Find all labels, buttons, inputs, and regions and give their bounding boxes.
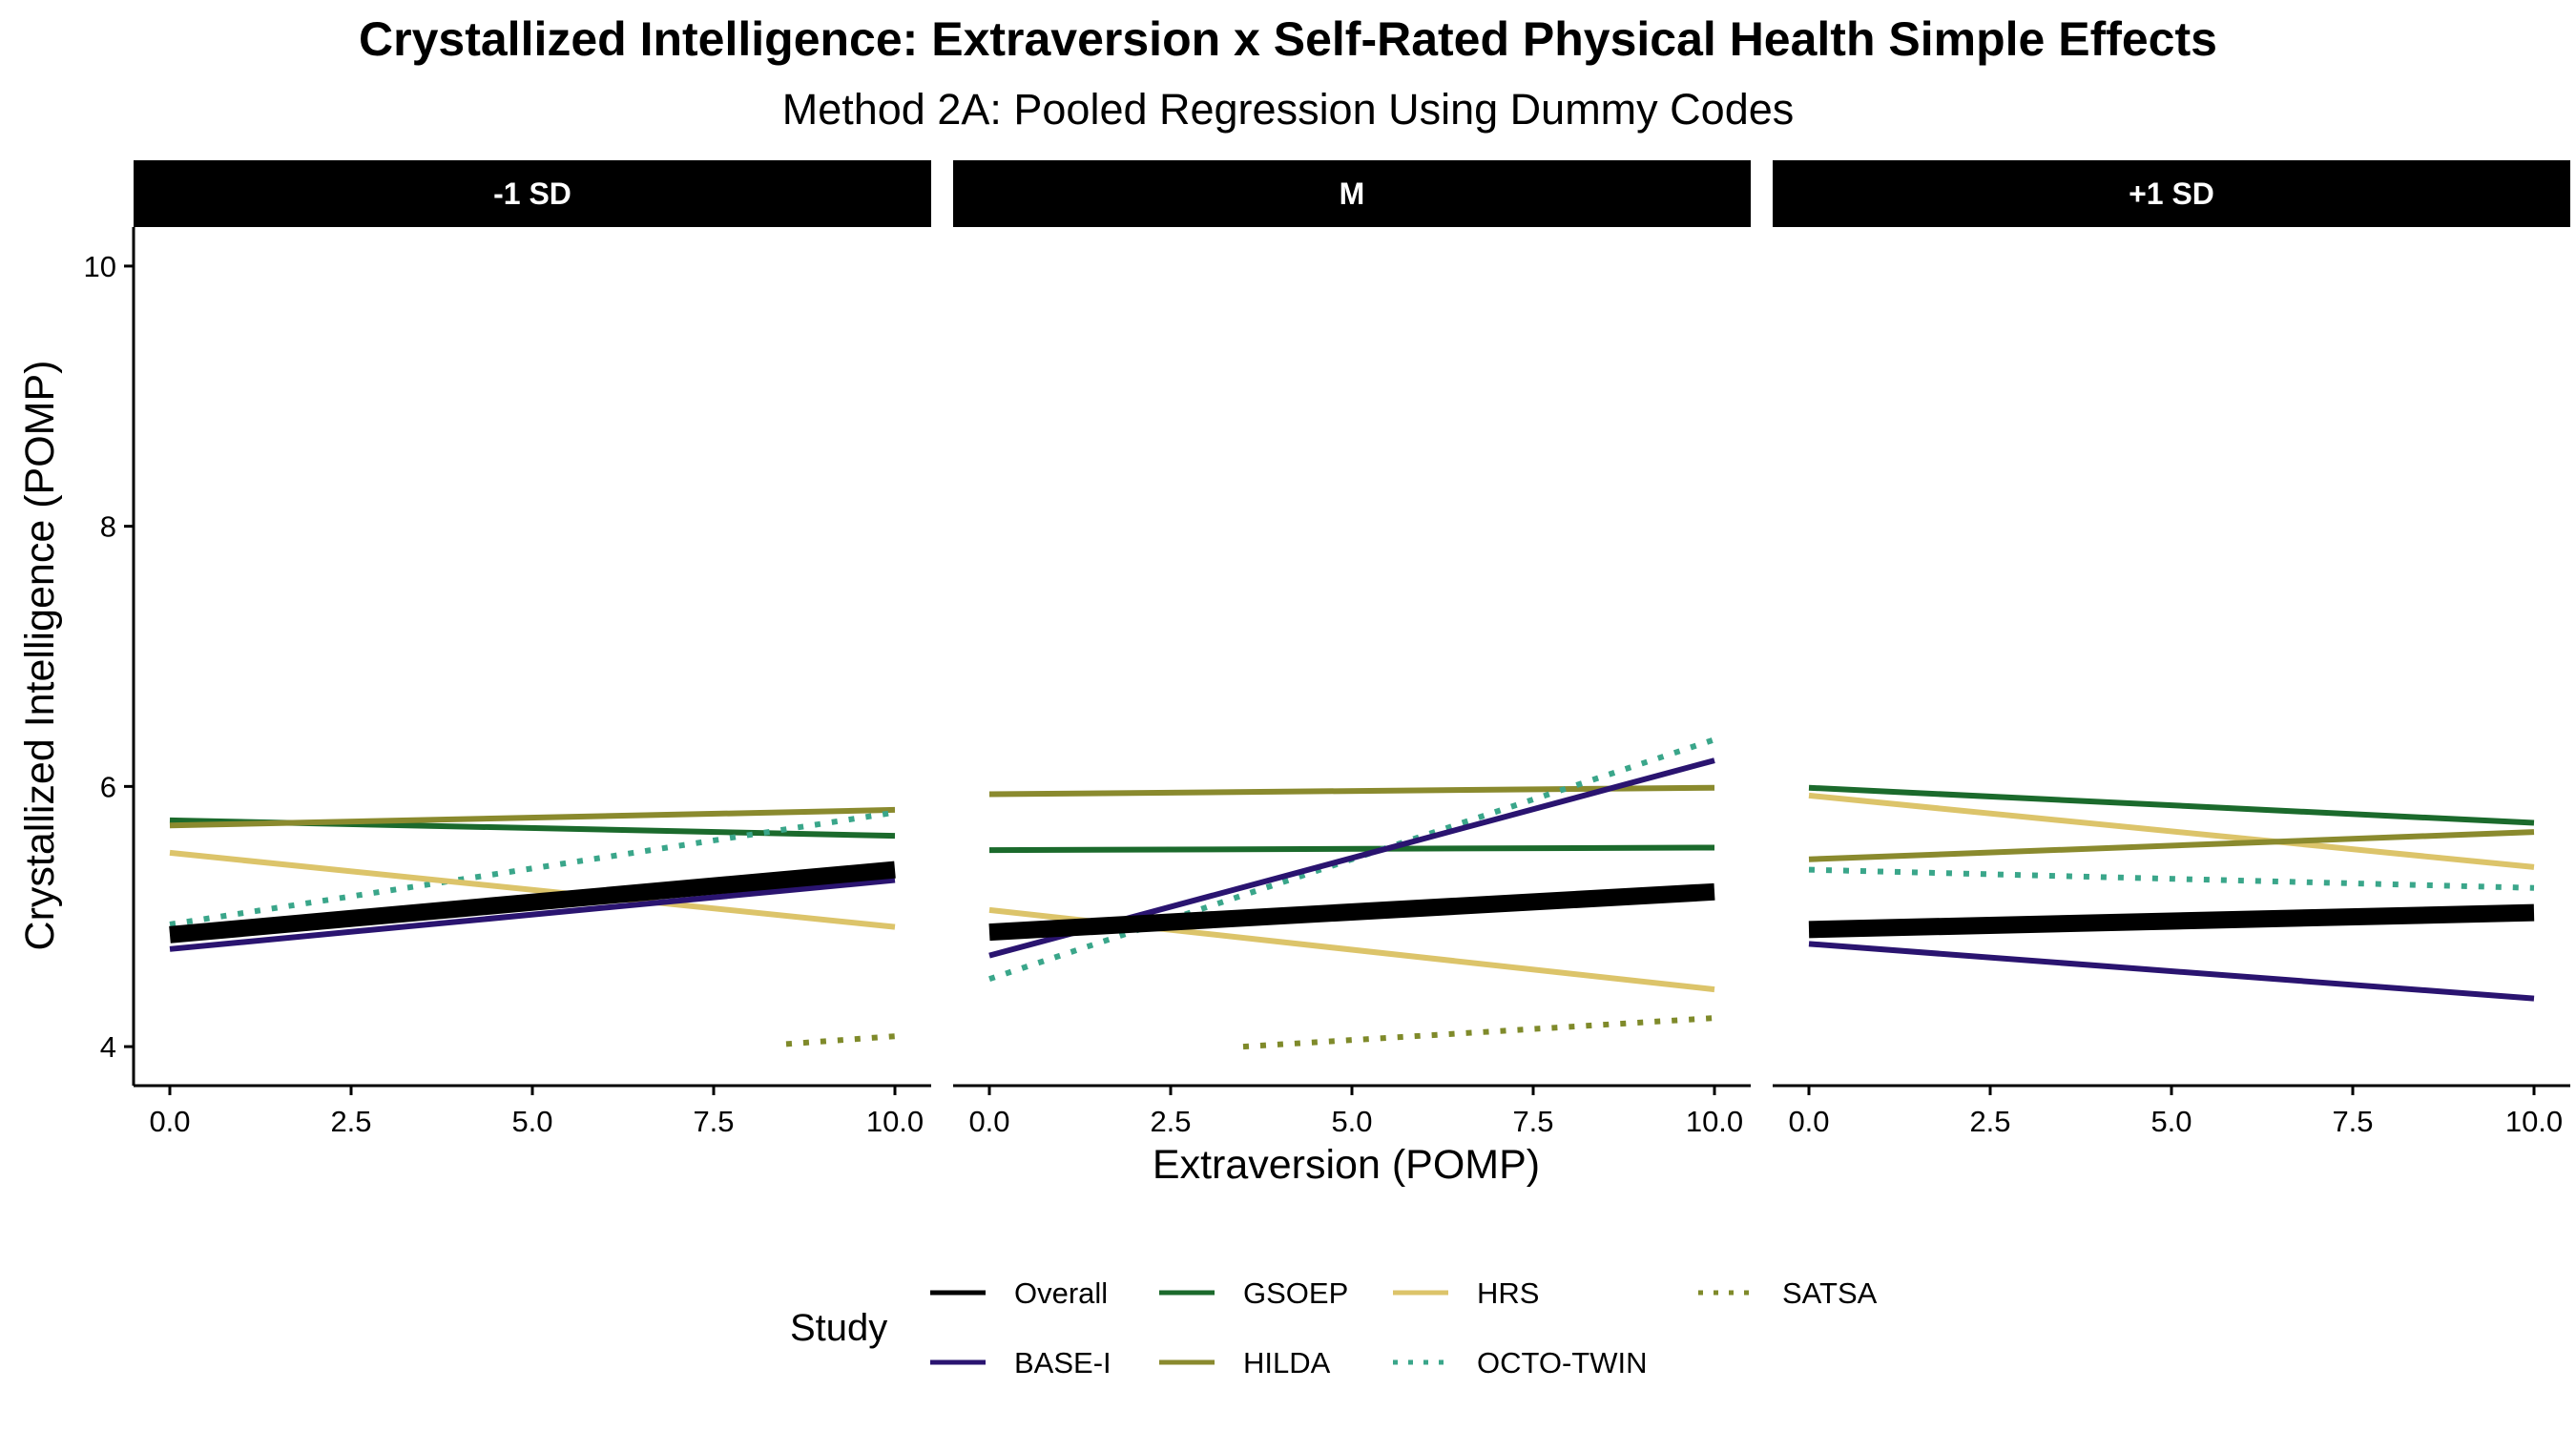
facet-strip-label: -1 SD [493,176,571,211]
series-line-hrs [169,849,896,930]
x-tick-label: 5.0 [511,1105,552,1138]
x-tick-label: 10.0 [866,1105,924,1138]
x-tick-label: 5.0 [1331,1105,1372,1138]
chart-subtitle: Method 2A: Pooled Regression Using Dummy… [782,85,1795,134]
facet-strip-label: M [1340,176,1365,211]
panel-1-sd: -1 SD 0.0 2.5 5.0 7.5 10.0 [134,160,931,1138]
y-axis-title: Crystallized Intelligence (POMP) [17,361,63,951]
legend-item-overall: Overall [930,1276,1108,1310]
legend-label: SATSA [1782,1276,1878,1310]
legend-label: HRS [1477,1276,1539,1310]
x-tick-label: 2.5 [1969,1105,2010,1138]
facet-strip [1773,160,2570,227]
series-line-hilda [169,806,896,829]
facet-panels: -1 SD0.0 2.5 5.0 7.5 10.0M0.0 2.5 5.0 7.5 10.0+1… [134,160,2570,1138]
x-tick-label: 7.5 [2332,1105,2373,1138]
legend-item-base-i: BASE-I [930,1346,1111,1379]
series-line-overall [988,882,1715,942]
legend-item-hilda: HILDA [1159,1346,1331,1379]
y-tick-label: 10 [84,250,116,283]
x-tick-label: 2.5 [1150,1105,1191,1138]
series-line-satsa [1242,1015,1715,1050]
series-line-base-i [169,877,896,952]
series-line-gsoep [1808,784,2535,826]
legend-label: GSOEP [1243,1276,1348,1310]
panel-m: M 0.0 2.5 5.0 7.5 10.0 [953,160,1751,1138]
x-tick-label: 2.5 [330,1105,371,1138]
legend: Study Overall BASE-I GSOEP HILDA HRS OCTO-TWIN… [790,1276,1878,1379]
facet-strip [134,160,931,227]
series-line-gsoep [988,844,1715,854]
series-line-hilda [1808,829,2535,862]
y-axis: 4 6 8 10 [84,227,135,1086]
x-tick-label: 5.0 [2150,1105,2192,1138]
y-tick-label: 8 [100,510,116,544]
series-line-base-i [1808,941,2535,1002]
y-tick-label: 4 [100,1030,116,1064]
legend-label: HILDA [1243,1346,1331,1379]
series-line-overall [169,861,896,944]
chart-title: Crystallized Intelligence: Extraversion … [359,12,2217,66]
legend-item-satsa: SATSA [1698,1276,1878,1310]
panel-1-sd: +1 SD 0.0 2.5 5.0 7.5 10.0 [1773,160,2570,1138]
legend-label: OCTO-TWIN [1477,1346,1648,1379]
x-tick-label: 0.0 [968,1105,1009,1138]
x-tick-label: 7.5 [1512,1105,1553,1138]
x-tick-label: 0.0 [1788,1105,1829,1138]
series-line-hrs [1808,792,2535,870]
facet-strip [953,160,1751,227]
series-line-satsa [785,1033,896,1047]
legend-item-octo-twin: OCTO-TWIN [1393,1346,1648,1379]
series-line-hilda [988,784,1715,798]
legend-label: Overall [1014,1276,1108,1310]
x-tick-label: 7.5 [693,1105,734,1138]
series-line-overall [1808,903,2535,939]
facet-strip-label: +1 SD [2129,176,2214,211]
x-tick-label: 0.0 [149,1105,190,1138]
legend-label: BASE-I [1014,1346,1111,1379]
legend-title: Study [790,1307,887,1349]
series-line-octo-twin [1808,866,2535,891]
x-axis-title: Extraversion (POMP) [1153,1142,1540,1188]
x-tick-label: 10.0 [2505,1105,2563,1138]
series-line-octo-twin [169,809,896,927]
x-tick-label: 10.0 [1686,1105,1743,1138]
legend-item-hrs: HRS [1393,1276,1539,1310]
y-tick-label: 6 [100,770,116,803]
legend-item-gsoep: GSOEP [1159,1276,1348,1310]
